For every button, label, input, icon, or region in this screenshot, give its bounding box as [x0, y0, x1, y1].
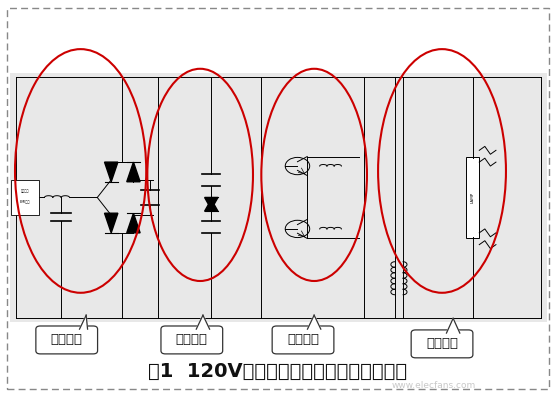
Text: 电源变换: 电源变换: [51, 333, 83, 347]
FancyBboxPatch shape: [161, 326, 222, 354]
Text: www.elecfans.com: www.elecfans.com: [391, 381, 476, 389]
Text: 负载谐振: 负载谐振: [426, 337, 458, 351]
Text: 熔断保险: 熔断保险: [21, 189, 29, 194]
Polygon shape: [196, 315, 210, 329]
Polygon shape: [446, 318, 460, 333]
Polygon shape: [205, 200, 218, 211]
FancyBboxPatch shape: [11, 180, 39, 215]
Text: EMI滤波: EMI滤波: [20, 199, 30, 204]
Polygon shape: [80, 315, 87, 329]
FancyBboxPatch shape: [411, 330, 473, 358]
Text: 图1  120V电源电压电子节能灯电路原理图: 图1 120V电源电压电子节能灯电路原理图: [148, 362, 408, 381]
Polygon shape: [105, 213, 118, 233]
Polygon shape: [307, 315, 321, 329]
FancyBboxPatch shape: [272, 326, 334, 354]
Polygon shape: [105, 162, 118, 182]
FancyBboxPatch shape: [466, 158, 479, 237]
Text: LAMP: LAMP: [470, 192, 475, 203]
FancyBboxPatch shape: [10, 73, 547, 322]
Text: 触发电路: 触发电路: [176, 333, 208, 347]
FancyBboxPatch shape: [36, 326, 98, 354]
Polygon shape: [127, 213, 140, 233]
Text: 高频振荡: 高频振荡: [287, 333, 319, 347]
Polygon shape: [205, 197, 218, 209]
Polygon shape: [127, 162, 140, 182]
